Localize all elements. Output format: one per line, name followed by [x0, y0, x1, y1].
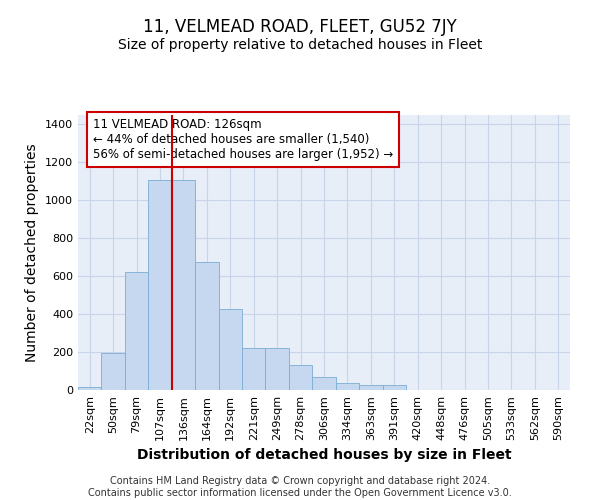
Bar — [148, 180, 172, 390]
Text: Size of property relative to detached houses in Fleet: Size of property relative to detached ho… — [118, 38, 482, 52]
Bar — [242, 348, 265, 390]
Bar — [359, 386, 383, 390]
Bar — [312, 376, 336, 390]
Bar — [336, 384, 359, 390]
Text: Contains HM Land Registry data © Crown copyright and database right 2024.
Contai: Contains HM Land Registry data © Crown c… — [88, 476, 512, 498]
Bar — [195, 262, 218, 390]
Bar — [289, 366, 312, 390]
Bar — [383, 386, 406, 390]
Bar — [125, 272, 148, 390]
Bar — [172, 180, 195, 390]
Text: 11, VELMEAD ROAD, FLEET, GU52 7JY: 11, VELMEAD ROAD, FLEET, GU52 7JY — [143, 18, 457, 36]
Bar — [265, 348, 289, 390]
Bar — [218, 310, 242, 390]
X-axis label: Distribution of detached houses by size in Fleet: Distribution of detached houses by size … — [137, 448, 511, 462]
Y-axis label: Number of detached properties: Number of detached properties — [25, 143, 40, 362]
Bar — [101, 353, 125, 390]
Text: 11 VELMEAD ROAD: 126sqm
← 44% of detached houses are smaller (1,540)
56% of semi: 11 VELMEAD ROAD: 126sqm ← 44% of detache… — [93, 118, 393, 161]
Bar — [78, 387, 101, 390]
